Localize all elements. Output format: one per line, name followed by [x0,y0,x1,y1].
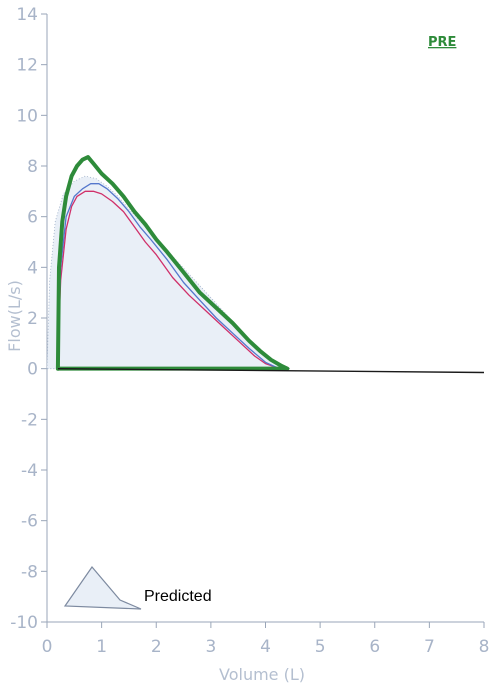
y-tick-label: 14 [16,5,38,25]
y-axis-title: Flow(L/s) [5,280,24,352]
y-tick-label: 6 [27,208,38,228]
x-tick-label: 1 [96,637,107,657]
x-tick-label: 6 [369,637,380,657]
y-tick-label: -6 [21,512,38,532]
y-tick-label: 8 [27,157,38,177]
x-tick-label: 4 [260,637,271,657]
trial-line [57,190,286,370]
x-tick-label: 2 [151,637,162,657]
x-tick-label: 0 [42,637,53,657]
y-tick-label: 10 [16,106,38,126]
legend-predicted-label: Predicted [144,588,212,605]
y-tick-label: 4 [27,258,38,278]
x-tick-label: 3 [205,637,216,657]
best-trial-line [55,155,290,371]
legend-predicted-swatch [63,566,142,610]
y-tick-label: -8 [21,562,38,582]
legend: Predicted [63,566,212,610]
x-tick-label: 8 [479,637,490,657]
y-tick-label: 2 [27,309,38,329]
y-tick-label: -10 [10,613,38,633]
y-tick-label: -2 [21,410,38,430]
x-axis-title: Volume (L) [219,665,305,684]
y-tick-label: 12 [16,56,38,76]
baseline-line [57,368,485,374]
series-layer [46,155,485,374]
y-tick-label: 0 [27,360,38,380]
axes-layer [41,13,485,628]
x-tick-label: 5 [315,637,326,657]
x-tick-label: 7 [424,637,435,657]
trial-line [57,183,286,370]
pre-label: PRE [428,35,456,50]
y-tick-label: -4 [21,461,38,481]
